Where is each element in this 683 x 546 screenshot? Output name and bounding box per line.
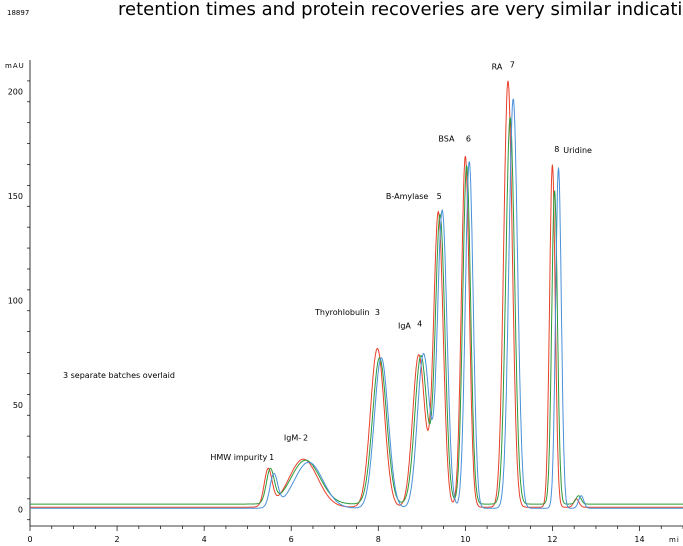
running-text: retention times and protein recoveries a… [118,0,683,20]
peak-annotation: Thyrohlobulin [314,308,370,317]
x-tick-label: 8 [376,535,381,544]
x-tick-label: 6 [289,535,294,544]
peak-annotation: 3 [375,308,380,317]
x-tick-label: 14 [634,535,644,544]
peak-annotation: RA [492,62,503,71]
series-line-1 [30,80,683,508]
peak-annotation: IgA [398,322,411,331]
x-tick-label: 0 [27,535,32,544]
peak-annotation: IgM- [284,433,301,442]
x-tick-label: 10 [460,535,470,544]
series-line-3 [30,98,683,509]
document-id: 18897 [7,9,29,17]
batches-note: 3 separate batches overlaid [63,371,175,380]
peak-annotation: 1 [269,453,274,462]
peak-annotation: 7 [510,60,515,69]
y-tick-label: 100 [8,296,23,305]
x-tick-label: 2 [115,535,120,544]
series-group [30,80,683,509]
peak-annotation: Uridine [563,146,592,155]
peak-annotation: BSA [438,134,455,143]
peak-annotation: 4 [417,319,422,328]
peak-annotation: 2 [303,433,308,442]
peak-annotations: HMW impurity 1 IgM- 2 Thyrohlobulin 3 IgA 4 B-Am… [210,60,592,462]
y-tick-label: 0 [18,505,23,514]
peak-annotation: HMW impurity [210,453,267,462]
y-tick-label: 150 [8,192,23,201]
y-axis-label: mAU [5,62,25,70]
x-axis-label: mi [669,536,680,544]
series-line-2 [30,117,683,505]
peak-annotation: 5 [437,192,442,201]
x-tick-label: 4 [202,535,207,544]
y-tick-label: 200 [8,87,23,96]
peak-annotation: 8 [554,145,559,154]
peak-annotation: 6 [466,134,471,143]
y-tick-label: 50 [13,401,23,410]
x-tick-label: 12 [547,535,557,544]
peak-annotation: B-Amylase [386,192,428,201]
